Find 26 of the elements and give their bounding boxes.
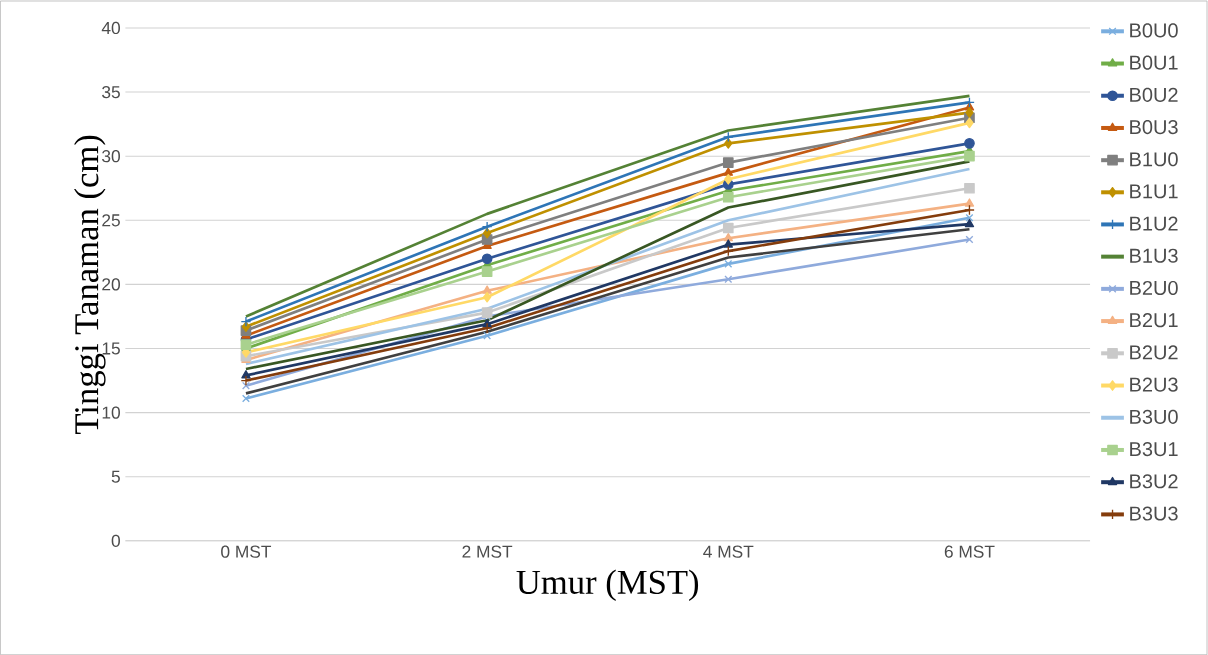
- y-tick-label: 5: [111, 470, 120, 483]
- legend-label: B1U1: [1130, 184, 1178, 199]
- x-tick-label: 4 MST: [703, 545, 754, 558]
- legend-label: B2U3: [1130, 377, 1178, 392]
- y-tick-label: 0: [111, 534, 120, 547]
- legend-label: B3U2: [1130, 474, 1178, 489]
- y-tick-label: 35: [102, 85, 120, 99]
- x-tick-label: 0 MST: [221, 545, 272, 558]
- legend-label: B1U2: [1130, 216, 1178, 231]
- legend-label: B3U0: [1130, 409, 1178, 424]
- legend-label: B0U1: [1130, 55, 1178, 70]
- legend-label: B2U2: [1130, 345, 1178, 360]
- legend-label: B0U0: [1130, 23, 1178, 38]
- legend-label: B1U0: [1130, 152, 1178, 167]
- x-axis-title: Umur (MST): [516, 569, 699, 601]
- legend-label: B1U3: [1130, 248, 1178, 263]
- x-tick-label: 6 MST: [944, 545, 995, 558]
- y-tick-label: 25: [102, 214, 120, 227]
- x-tick-label: 2 MST: [462, 545, 513, 558]
- legend-label: B0U2: [1130, 87, 1178, 102]
- legend-label: B0U3: [1130, 119, 1178, 135]
- legend-label: B2U1: [1130, 313, 1178, 328]
- y-tick-label: 40: [101, 21, 120, 35]
- legend-label: B3U3: [1130, 506, 1178, 521]
- legend-label: B3U1: [1130, 441, 1178, 457]
- legend-label: B2U0: [1130, 280, 1178, 295]
